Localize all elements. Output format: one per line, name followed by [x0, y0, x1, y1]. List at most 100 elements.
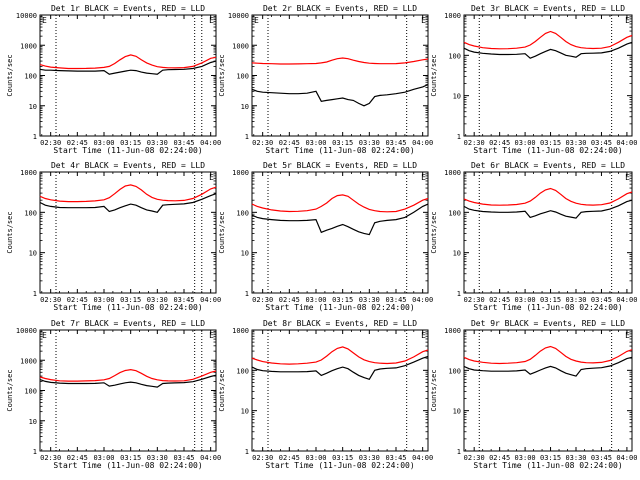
x-tick-label: 02:45 — [489, 454, 510, 462]
y-tick-label: 10 — [241, 408, 249, 416]
series-line-lld — [39, 184, 217, 203]
y-axis-label: Counts/sec — [430, 211, 438, 253]
x-tick-label: 02:30 — [464, 296, 485, 304]
x-tick-label: 02:45 — [489, 139, 510, 147]
x-tick-label: 03:45 — [591, 454, 612, 462]
y-tick-label: 1 — [33, 290, 37, 298]
x-tick-label: 02:30 — [40, 454, 61, 462]
y-tick-label: 100 — [24, 73, 37, 81]
y-tick-label: 10000 — [16, 327, 37, 335]
y-tick-label: 1 — [245, 290, 249, 298]
corner-label: E — [625, 16, 630, 25]
y-tick-label: 1000 — [444, 12, 461, 20]
x-axis-label: Start Time (11-Jun-08 02:24:00) — [473, 303, 622, 312]
x-tick-label: 03:45 — [591, 139, 612, 147]
y-tick-label: 10000 — [228, 12, 249, 20]
x-tick-label: 02:30 — [40, 139, 61, 147]
chart-panel-2: Det 2r BLACK = Events, RED = LLD E E 1 10 100… — [218, 4, 433, 155]
series-line-events — [463, 199, 633, 219]
chart-title: Det 6r BLACK = Events, RED = LLD — [471, 161, 625, 170]
x-tick-label: 03:15 — [332, 139, 353, 147]
chart-title: Det 1r BLACK = Events, RED = LLD — [51, 4, 205, 13]
chart-panel-8: Det 8r BLACK = Events, RED = LLD E 1 10 100 1… — [218, 319, 433, 470]
x-tick-label: 04:00 — [200, 454, 221, 462]
x-tick-label: 03:00 — [93, 454, 114, 462]
x-tick-label: 03:45 — [173, 139, 194, 147]
series-line-lld — [39, 368, 217, 382]
corner-label: E — [625, 173, 630, 182]
plot-frame — [463, 171, 633, 294]
series-line-events — [251, 84, 429, 107]
y-axis-label: Counts/sec — [430, 369, 438, 411]
x-axis-label: Start Time (11-Jun-08 02:24:00) — [265, 303, 414, 312]
x-tick-label: 02:45 — [279, 139, 300, 147]
y-axis-label: Counts/sec — [6, 211, 14, 253]
x-tick-label: 03:30 — [359, 454, 380, 462]
x-tick-label: 04:00 — [200, 296, 221, 304]
x-tick-label: 03:30 — [359, 296, 380, 304]
x-axis-label: Start Time (11-Jun-08 02:24:00) — [473, 146, 622, 155]
x-tick-label: 04:00 — [412, 139, 433, 147]
corner-label: E — [421, 173, 426, 182]
x-tick-label: 03:00 — [515, 454, 536, 462]
y-tick-label: 1 — [245, 448, 249, 456]
y-tick-label: 1000 — [232, 169, 249, 177]
y-tick-label: 100 — [24, 209, 37, 217]
y-tick-label: 10 — [453, 250, 461, 258]
corner-label: E — [625, 331, 630, 340]
x-tick-label: 03:15 — [332, 454, 353, 462]
x-tick-label: 03:30 — [359, 139, 380, 147]
x-tick-label: 03:45 — [173, 454, 194, 462]
x-tick-label: 03:00 — [305, 454, 326, 462]
series-line-events — [463, 356, 633, 377]
series-line-lld — [251, 57, 429, 65]
x-axis-label: Start Time (11-Jun-08 02:24:00) — [473, 461, 622, 470]
x-tick-label: 03:30 — [565, 296, 586, 304]
chart-panel-5: Det 5r BLACK = Events, RED = LLD E 1 10 100 1… — [218, 161, 433, 312]
x-tick-label: 02:45 — [489, 296, 510, 304]
x-tick-label: 02:45 — [67, 454, 88, 462]
x-tick-label: 02:30 — [252, 454, 273, 462]
y-axis-label: Counts/sec — [218, 369, 226, 411]
y-tick-label: 1000 — [20, 42, 37, 50]
x-tick-label: 02:45 — [279, 296, 300, 304]
series-line-events — [39, 60, 217, 75]
x-axis-label: Start Time (11-Jun-08 02:24:00) — [53, 461, 202, 470]
x-tick-label: 03:00 — [93, 139, 114, 147]
y-tick-label: 1 — [457, 290, 461, 298]
chart-panel-1: Det 1r BLACK = Events, RED = LLD E E 1 10 100… — [6, 4, 221, 155]
x-tick-label: 02:30 — [464, 139, 485, 147]
chart-title: Det 4r BLACK = Events, RED = LLD — [51, 161, 205, 170]
x-tick-label: 03:45 — [385, 454, 406, 462]
x-tick-label: 03:30 — [147, 139, 168, 147]
y-axis-label: Counts/sec — [430, 54, 438, 96]
x-tick-label: 03:00 — [515, 296, 536, 304]
x-tick-label: 03:30 — [147, 454, 168, 462]
x-tick-label: 03:30 — [147, 296, 168, 304]
x-tick-label: 03:00 — [305, 139, 326, 147]
y-tick-label: 100 — [448, 367, 461, 375]
x-tick-label: 03:45 — [385, 139, 406, 147]
x-tick-label: 03:45 — [591, 296, 612, 304]
chart-title: Det 3r BLACK = Events, RED = LLD — [471, 4, 625, 13]
x-axis-label: Start Time (11-Jun-08 02:24:00) — [53, 303, 202, 312]
chart-title: Det 5r BLACK = Events, RED = LLD — [263, 161, 417, 170]
x-tick-label: 03:45 — [385, 296, 406, 304]
y-tick-label: 100 — [448, 52, 461, 60]
y-tick-label: 1 — [457, 133, 461, 141]
series-line-lld — [39, 54, 217, 70]
x-tick-label: 02:30 — [252, 296, 273, 304]
series-line-lld — [463, 30, 633, 50]
y-tick-label: 10 — [453, 408, 461, 416]
y-axis-label: Counts/sec — [6, 369, 14, 411]
series-line-events — [39, 193, 217, 213]
y-tick-label: 1 — [457, 448, 461, 456]
chart-panel-7: Det 7r BLACK = Events, RED = LLD E E 1 10 100… — [6, 319, 221, 470]
y-tick-label: 100 — [24, 388, 37, 396]
y-tick-label: 1000 — [444, 327, 461, 335]
series-line-lld — [251, 194, 429, 213]
x-axis-label: Start Time (11-Jun-08 02:24:00) — [53, 146, 202, 155]
x-tick-label: 02:30 — [464, 454, 485, 462]
